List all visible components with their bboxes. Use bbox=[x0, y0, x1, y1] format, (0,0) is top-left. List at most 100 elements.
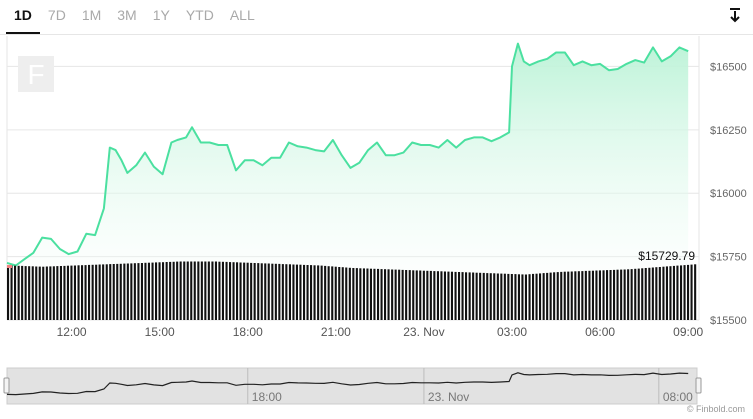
volume-bar bbox=[59, 266, 62, 320]
volume-bar bbox=[598, 270, 601, 320]
volume-bar bbox=[486, 273, 489, 320]
volume-bar bbox=[440, 271, 443, 320]
volume-bar bbox=[450, 271, 453, 320]
volume-bar bbox=[602, 270, 605, 320]
volume-bar bbox=[260, 263, 263, 320]
volume-bar bbox=[433, 271, 436, 320]
volume-bar bbox=[458, 272, 461, 320]
tab-1m[interactable]: 1M bbox=[81, 7, 102, 23]
volume-bar bbox=[285, 264, 288, 320]
volume-bar bbox=[42, 266, 45, 320]
volume-bar bbox=[88, 264, 91, 320]
volume-bar bbox=[232, 262, 235, 320]
volume-bar bbox=[327, 266, 330, 320]
volume-bar bbox=[303, 264, 306, 320]
volume-bar bbox=[77, 265, 80, 320]
volume-bar bbox=[123, 263, 126, 320]
volume-bar bbox=[690, 264, 693, 320]
volume-bar bbox=[320, 265, 323, 320]
price-area bbox=[7, 43, 689, 320]
volume-bar bbox=[17, 265, 20, 320]
volume-bar bbox=[472, 272, 475, 320]
volume-bar bbox=[158, 262, 161, 320]
x-tick-label: 09:00 bbox=[673, 325, 703, 339]
volume-bar bbox=[591, 270, 594, 320]
tab-1y[interactable]: 1Y bbox=[152, 7, 170, 23]
header-divider bbox=[0, 34, 753, 35]
volume-bar bbox=[112, 264, 115, 320]
volume-bar bbox=[200, 261, 203, 320]
volume-bar bbox=[264, 263, 267, 320]
tab-3m[interactable]: 3M bbox=[117, 7, 137, 23]
navigator-track bbox=[6, 367, 698, 405]
volume-bar bbox=[225, 261, 228, 320]
volume-bar bbox=[503, 273, 506, 320]
navigator[interactable]: 18:00 23. Nov 08:00 bbox=[3, 367, 702, 405]
volume-bar bbox=[489, 273, 492, 320]
download-arrow-icon[interactable] bbox=[727, 7, 743, 23]
tab-7d[interactable]: 7D bbox=[47, 7, 66, 23]
volume-bar bbox=[348, 267, 351, 320]
volume-bar bbox=[271, 263, 274, 320]
volume-bar bbox=[415, 270, 418, 320]
volume-bar bbox=[95, 264, 98, 320]
volume-bar bbox=[581, 271, 584, 320]
volume-bar bbox=[243, 262, 246, 320]
y-tick-label: $16000 bbox=[710, 188, 747, 200]
volume-bar bbox=[651, 267, 654, 320]
volume-bar bbox=[517, 274, 520, 320]
volume-bar bbox=[574, 271, 577, 320]
volume-bar bbox=[609, 270, 612, 320]
volume-bar bbox=[313, 265, 316, 320]
volume-bar bbox=[665, 266, 668, 320]
volume-bar bbox=[341, 267, 344, 320]
volume-bar bbox=[130, 263, 133, 320]
volume-bar bbox=[563, 271, 566, 320]
volume-bar bbox=[482, 272, 485, 320]
volume-bar bbox=[81, 265, 84, 320]
tab-1d[interactable]: 1D bbox=[6, 0, 40, 34]
volume-bar bbox=[644, 268, 647, 320]
volume-bar bbox=[500, 273, 503, 320]
volume-bar bbox=[426, 270, 429, 320]
volume-bar bbox=[324, 265, 327, 320]
finbold-logo-watermark: F bbox=[18, 56, 54, 92]
volume-bar bbox=[31, 266, 34, 320]
volume-bar bbox=[239, 262, 242, 320]
volume-bar bbox=[384, 269, 387, 320]
navigator-handle-right[interactable] bbox=[695, 377, 702, 394]
navigator-tick-label: 23. Nov bbox=[428, 390, 469, 404]
volume-bar bbox=[479, 272, 482, 320]
range-tabs: 1D 7D 1M 3M 1Y YTD ALL bbox=[6, 0, 263, 34]
volume-bar bbox=[10, 265, 13, 320]
volume-bar bbox=[584, 270, 587, 320]
volume-bar bbox=[468, 272, 471, 320]
volume-bar bbox=[109, 264, 112, 320]
volume-bar bbox=[507, 273, 510, 320]
volume-bar bbox=[45, 266, 48, 320]
volume-bar bbox=[186, 261, 189, 320]
volume-bar bbox=[510, 274, 513, 320]
volume-bar bbox=[556, 272, 559, 320]
navigator-line bbox=[6, 372, 689, 396]
tab-all[interactable]: ALL bbox=[229, 7, 255, 23]
volume-bar bbox=[63, 265, 66, 320]
volume-bar bbox=[151, 262, 154, 320]
volume-bar bbox=[373, 268, 376, 320]
volume-bar bbox=[539, 273, 542, 320]
volume-bar bbox=[669, 266, 672, 320]
navigator-handle-left[interactable] bbox=[3, 377, 10, 394]
volume-bar bbox=[398, 269, 401, 320]
volume-bar bbox=[56, 266, 59, 320]
volume-bar bbox=[126, 263, 129, 320]
tab-ytd[interactable]: YTD bbox=[185, 7, 214, 23]
volume-bar bbox=[662, 266, 665, 320]
volume-bar bbox=[394, 269, 397, 320]
y-tick-label: $16250 bbox=[710, 125, 747, 137]
volume-bar bbox=[461, 272, 464, 320]
volume-bar bbox=[521, 274, 524, 320]
logo-box bbox=[18, 56, 54, 92]
volume-bar bbox=[475, 272, 478, 320]
volume-bar bbox=[137, 263, 140, 320]
volume-bar bbox=[623, 269, 626, 320]
